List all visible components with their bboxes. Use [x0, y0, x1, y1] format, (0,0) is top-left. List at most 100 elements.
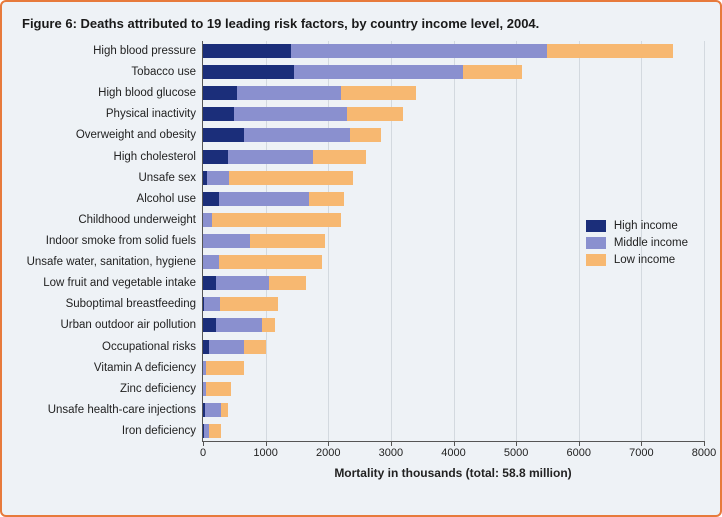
- bar-segment-low: [309, 192, 343, 206]
- legend-label: Low income: [614, 254, 675, 266]
- legend-swatch: [586, 237, 606, 249]
- x-tick-label: 1000: [253, 447, 277, 459]
- bar-row: [203, 189, 704, 209]
- bar-segment-low: [341, 86, 416, 100]
- bar-segment-middle: [294, 65, 463, 79]
- bar-segment-low: [219, 255, 322, 269]
- bar-segment-low: [220, 297, 278, 311]
- bar-segment-middle: [219, 192, 310, 206]
- x-tick-label: 4000: [441, 447, 465, 459]
- bar-row: [203, 147, 704, 167]
- category-label: Indoor smoke from solid fuels: [18, 231, 202, 251]
- category-label: Vitamin A deficiency: [18, 358, 202, 378]
- category-label: Zinc deficiency: [18, 379, 202, 399]
- bar-segment-middle: [203, 255, 219, 269]
- x-tick: [704, 441, 705, 446]
- category-label: High blood glucose: [18, 83, 202, 103]
- x-tick: [579, 441, 580, 446]
- category-label: Childhood underweight: [18, 210, 202, 230]
- x-tick: [454, 441, 455, 446]
- x-tick-label: 3000: [379, 447, 403, 459]
- bar-row: [203, 379, 704, 399]
- bar-segment-middle: [203, 213, 212, 227]
- bar-row: [203, 400, 704, 420]
- bar-row: [203, 41, 704, 61]
- bar-segment-low: [229, 171, 354, 185]
- bar-segment-middle: [234, 107, 347, 121]
- bar-segment-low: [212, 213, 340, 227]
- bar-segment-low: [244, 340, 266, 354]
- bar-segment-high: [203, 86, 237, 100]
- bar-segment-low: [206, 361, 244, 375]
- x-tick-label: 8000: [692, 447, 716, 459]
- bar-row: [203, 168, 704, 188]
- bar-segment-middle: [291, 44, 548, 58]
- category-label: Unsafe sex: [18, 168, 202, 188]
- bar-row: [203, 104, 704, 124]
- bar-segment-low: [209, 424, 221, 438]
- bar-segment-high: [203, 276, 216, 290]
- x-tick: [203, 441, 204, 446]
- bar-segment-low: [350, 128, 381, 142]
- bar-row: [203, 83, 704, 103]
- category-label: Low fruit and vegetable intake: [18, 273, 202, 293]
- x-tick-label: 6000: [567, 447, 591, 459]
- category-label: Urban outdoor air pollution: [18, 315, 202, 335]
- x-tick-label: 2000: [316, 447, 340, 459]
- x-tick-label: 0: [200, 447, 206, 459]
- bar-segment-low: [221, 403, 229, 417]
- bar-segment-middle: [244, 128, 350, 142]
- legend-label: Middle income: [614, 237, 688, 249]
- bar-segment-low: [269, 276, 307, 290]
- x-tick: [266, 441, 267, 446]
- x-tick: [641, 441, 642, 446]
- legend-item: High income: [586, 220, 688, 232]
- bar-row: [203, 421, 704, 441]
- bar-segment-middle: [209, 340, 243, 354]
- bar-segment-low: [262, 318, 275, 332]
- bar-segment-middle: [216, 318, 263, 332]
- x-tick: [391, 441, 392, 446]
- bar-segment-low: [463, 65, 522, 79]
- bar-segment-low: [347, 107, 403, 121]
- bar-segment-low: [547, 44, 672, 58]
- y-axis-labels: High blood pressureTobacco useHigh blood…: [18, 41, 202, 441]
- category-label: Physical inactivity: [18, 104, 202, 124]
- bar-row: [203, 62, 704, 82]
- bar-segment-low: [313, 150, 366, 164]
- bar-segment-high: [203, 192, 219, 206]
- x-axis-label: Mortality in thousands (total: 58.8 mill…: [202, 466, 704, 480]
- bar-segment-high: [203, 128, 244, 142]
- x-tick-label: 7000: [629, 447, 653, 459]
- bar-segment-high: [203, 44, 291, 58]
- bar-segment-high: [203, 150, 228, 164]
- bar-row: [203, 294, 704, 314]
- category-label: Occupational risks: [18, 337, 202, 357]
- category-label: High cholesterol: [18, 147, 202, 167]
- gridline: [704, 41, 705, 441]
- bar-row: [203, 273, 704, 293]
- bar-segment-middle: [204, 297, 220, 311]
- x-tick-label: 5000: [504, 447, 528, 459]
- bar-segment-middle: [205, 403, 221, 417]
- category-label: Suboptimal breastfeeding: [18, 294, 202, 314]
- legend-label: High income: [614, 220, 678, 232]
- category-label: Overweight and obesity: [18, 125, 202, 145]
- legend-item: Middle income: [586, 237, 688, 249]
- bar-segment-low: [250, 234, 325, 248]
- legend-swatch: [586, 254, 606, 266]
- x-tick: [328, 441, 329, 446]
- legend-swatch: [586, 220, 606, 232]
- category-label: Tobacco use: [18, 62, 202, 82]
- bar-segment-low: [206, 382, 231, 396]
- legend-item: Low income: [586, 254, 688, 266]
- bar-segment-high: [203, 318, 216, 332]
- bar-segment-high: [203, 107, 234, 121]
- category-label: Alcohol use: [18, 189, 202, 209]
- category-label: Unsafe water, sanitation, hygiene: [18, 252, 202, 272]
- category-label: Unsafe health-care injections: [18, 400, 202, 420]
- bar-row: [203, 315, 704, 335]
- category-label: High blood pressure: [18, 41, 202, 61]
- category-label: Iron deficiency: [18, 421, 202, 441]
- bar-segment-middle: [237, 86, 340, 100]
